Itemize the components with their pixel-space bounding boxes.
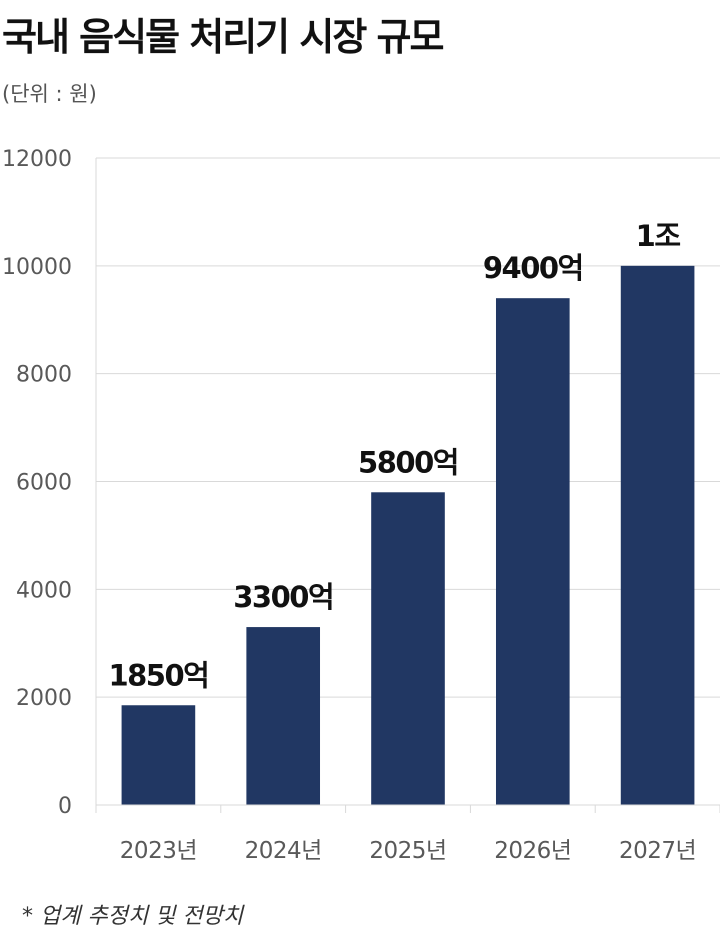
data-label: 1조 [636, 219, 681, 253]
y-tick-label: 12000 [2, 147, 72, 172]
data-label: 9400억 [483, 251, 583, 285]
data-label: 1850억 [108, 658, 208, 692]
x-tick-label: 2025년 [369, 838, 446, 864]
y-tick-label: 8000 [16, 363, 72, 388]
y-tick-label: 2000 [16, 686, 72, 711]
bar [371, 492, 445, 805]
y-tick-label: 0 [58, 794, 72, 819]
bar [495, 298, 570, 805]
data-label: 3300억 [233, 580, 333, 614]
bar [620, 265, 695, 805]
y-tick-label: 10000 [2, 255, 72, 280]
y-tick-label: 6000 [16, 471, 72, 496]
bar [121, 705, 196, 805]
y-tick-label: 4000 [16, 578, 72, 603]
x-tick-label: 2026년 [494, 838, 571, 864]
chart-title: 국내 음식물 처리기 시장 규모 [2, 15, 444, 59]
bar [246, 627, 321, 805]
x-tick-label: 2023년 [120, 838, 197, 864]
x-tick-label: 2024년 [245, 838, 322, 864]
unit-subtitle: (단위 : 원) [2, 82, 97, 106]
footnote: * 업계 추정치 및 전망치 [22, 904, 244, 929]
x-tick-label: 2027년 [619, 838, 696, 864]
data-label: 5800억 [358, 445, 458, 479]
